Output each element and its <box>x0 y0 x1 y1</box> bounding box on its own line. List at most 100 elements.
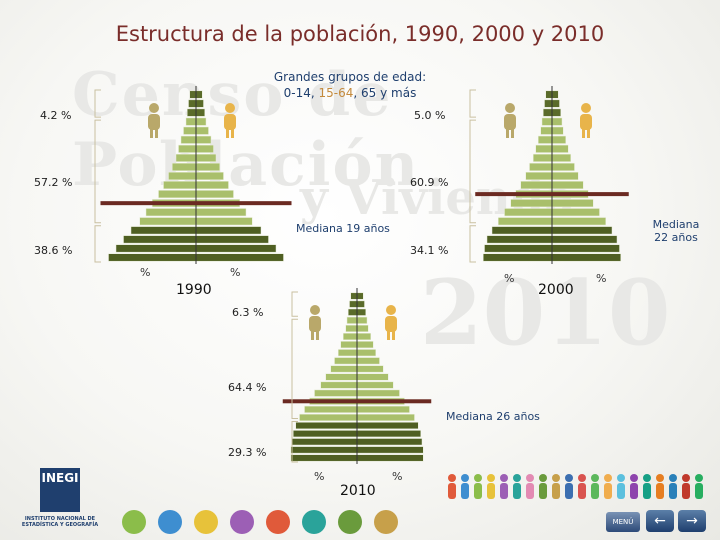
pyramid-bar-right <box>356 349 376 357</box>
crowd-person-body-icon <box>500 483 508 499</box>
nav-circle-7-icon[interactable] <box>338 510 362 534</box>
crowd-person-body-icon <box>552 483 560 499</box>
crowd-person-icon <box>448 474 456 482</box>
woman-body-icon <box>224 114 236 130</box>
pyramid-bar-left <box>145 208 197 217</box>
crowd-person-body-icon <box>682 483 690 499</box>
pyramid-bar-right <box>551 199 594 208</box>
group-bracket <box>291 421 298 463</box>
pyramid-bar-right <box>551 99 560 108</box>
man-icon <box>310 305 320 315</box>
pyramid-bar-right <box>195 117 207 126</box>
pyramid-bar-left <box>340 341 358 349</box>
nav-circle-1-icon[interactable] <box>122 510 146 534</box>
pyramid-bar-right <box>195 253 284 262</box>
year-2000: 2000 <box>538 282 574 298</box>
crowd-person-body-icon <box>591 483 599 499</box>
pyramid-bar-left <box>108 253 197 262</box>
pyramid-bar-right <box>195 153 217 162</box>
pyramid-bar-left <box>545 90 553 99</box>
crowd-person-body-icon <box>630 483 638 499</box>
nav-circle-2-icon[interactable] <box>158 510 182 534</box>
crowd-person-icon <box>565 474 573 482</box>
crowd-person-icon <box>669 474 677 482</box>
pyramid-bar-left <box>168 172 197 180</box>
person-leg-icon <box>231 128 234 138</box>
pct-adult-2010: 64.4 % <box>228 381 267 394</box>
pyramid-bar-left <box>185 117 197 126</box>
person-leg-icon <box>587 128 590 138</box>
crowd-person-body-icon <box>461 483 469 499</box>
pyramid-bar-right <box>195 162 220 171</box>
crowd-person-body-icon <box>513 483 521 499</box>
group-bracket <box>94 119 101 224</box>
percent-left-2010: % <box>314 470 325 483</box>
subtitle-group-adult: 15-64 <box>318 86 354 100</box>
pct-young-2010: 29.3 % <box>228 446 267 459</box>
pyramid-bar-right <box>356 446 424 454</box>
nav-circle-4-icon[interactable] <box>230 510 254 534</box>
pyramid-bar-right <box>551 226 613 235</box>
crowd-person-icon <box>552 474 560 482</box>
group-bracket <box>291 318 298 420</box>
pyramid-bar-right <box>356 333 371 341</box>
crowd-person-icon <box>695 474 703 482</box>
person-leg-icon <box>311 330 314 340</box>
pyramid-bar-left <box>115 244 197 253</box>
nav-circle-5-icon[interactable] <box>266 510 290 534</box>
pyramid-bar-right <box>551 90 559 99</box>
pyramid-bar-right <box>195 208 247 217</box>
pyramid-bar-left <box>541 117 553 126</box>
pyramid-bar-right <box>551 135 566 144</box>
pct-young-2000: 34.1 % <box>410 244 449 257</box>
pyramid-bar-left <box>123 235 197 244</box>
pyramid-bar-right <box>356 413 415 421</box>
woman-icon <box>386 305 396 315</box>
pyramid-bar-right <box>356 357 380 365</box>
pct-adult-1990: 57.2 % <box>34 176 73 189</box>
pyramid-bar-left <box>293 430 358 438</box>
pyramid-bar-right <box>356 389 400 397</box>
pyramid-bar-right <box>551 217 606 226</box>
pyramid-bar-right <box>551 144 569 153</box>
nav-circle-6-icon[interactable] <box>302 510 326 534</box>
subtitle-line2: 0-14, 15-64, 65 y más <box>240 86 460 100</box>
pyramid-bar-right <box>551 244 620 253</box>
group-bracket <box>291 291 298 317</box>
pyramid-bar-left <box>484 244 553 253</box>
back-arrow-icon[interactable]: ← <box>646 510 674 532</box>
pyramid-bar-right <box>551 162 575 171</box>
subtitle-line1: Grandes grupos de edad: <box>273 70 427 84</box>
pyramid-bar-left <box>314 389 358 397</box>
subtitle-group-old: , 65 y más <box>353 86 417 100</box>
pyramid-bar-left <box>290 446 358 454</box>
pyramid-bar-right <box>195 190 234 199</box>
pyramid-bar-left <box>320 381 358 389</box>
person-leg-icon <box>506 128 509 138</box>
person-leg-icon <box>150 128 153 138</box>
pyramid-bar-left <box>163 181 197 190</box>
forward-arrow-icon[interactable]: → <box>678 510 706 532</box>
crowd-person-icon <box>500 474 508 482</box>
median-line <box>475 192 629 197</box>
pyramid-bar-right <box>551 117 563 126</box>
nav-circle-8-icon[interactable] <box>374 510 398 534</box>
group-bracket <box>469 225 476 263</box>
pyramid-bar-right <box>356 316 368 324</box>
pyramid-bar-left <box>544 99 553 108</box>
pyramid-bar-left <box>180 135 197 144</box>
menu-button[interactable]: MENÚ <box>606 512 640 532</box>
crowd-person-body-icon <box>617 483 625 499</box>
crowd-person-body-icon <box>487 483 495 499</box>
pyramid-bar-right <box>195 226 262 235</box>
percent-right-2010: % <box>392 470 403 483</box>
pyramid-bar-left <box>325 373 358 381</box>
median-1990: Mediana 19 años <box>296 222 390 235</box>
pyramid-bar-left <box>346 316 358 324</box>
pyramid-bar-right <box>195 144 214 153</box>
pyramid-bar-left <box>525 172 553 180</box>
nav-circle-3-icon[interactable] <box>194 510 218 534</box>
pyramid-bar-left <box>299 413 358 421</box>
crowd-person-icon <box>461 474 469 482</box>
pyramid-bar-left <box>540 126 553 135</box>
